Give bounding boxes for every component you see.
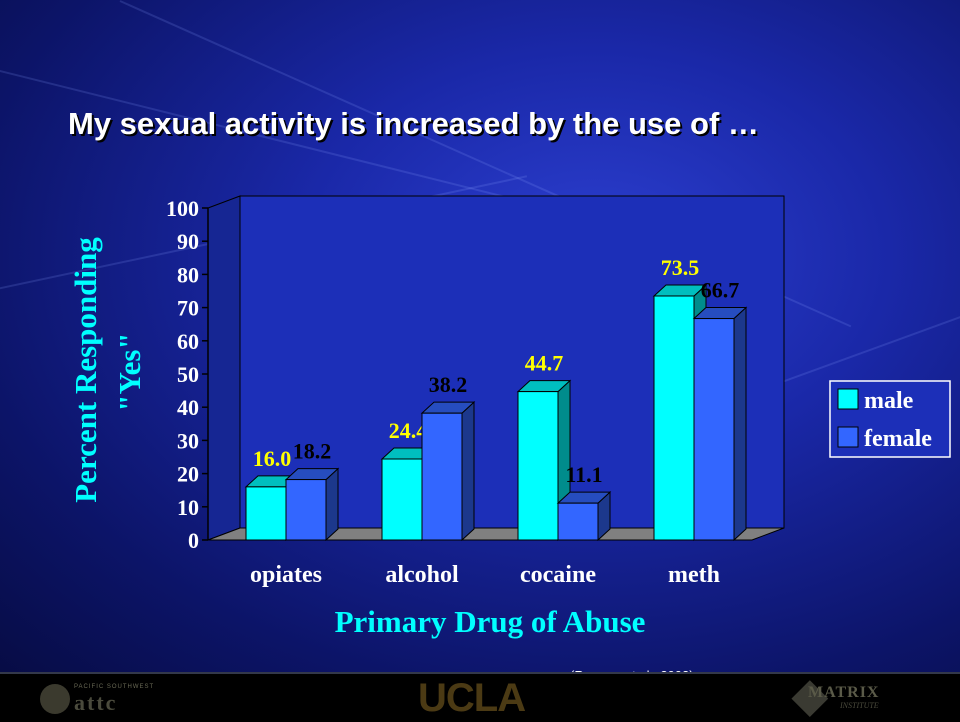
bar-female-alcohol	[421, 412, 463, 541]
legend-label-female: female	[864, 426, 932, 452]
bar-chart: 0 10 20 30 40 50 60 70 80 90 100 16.0 18.2 opiates 24.…	[68, 195, 951, 639]
attc-logo: PACIFIC SOUTHWEST attc	[40, 682, 160, 715]
y-tick-label: 70	[177, 296, 199, 321]
bar-side-female-alcohol	[461, 401, 475, 542]
y-tick-label: 40	[177, 395, 199, 420]
attc-logo-small-text: PACIFIC SOUTHWEST	[74, 684, 155, 690]
y-tick-label: 0	[188, 528, 199, 553]
y-tick-label: 60	[177, 329, 199, 354]
bar-male-opiates	[245, 486, 287, 541]
data-label-female-opiates: 18.2	[293, 439, 332, 464]
y-tick-label: 30	[177, 428, 199, 453]
bar-side-female-meth	[733, 306, 747, 542]
legend-label-male: male	[864, 388, 914, 414]
data-label-male-meth: 73.5	[661, 255, 700, 280]
y-tick-label: 100	[166, 196, 199, 221]
legend-swatch-male	[837, 388, 859, 410]
bar-male-alcohol	[381, 458, 423, 541]
data-label-female-cocaine: 11.1	[565, 462, 602, 487]
bar-female-opiates	[285, 479, 327, 541]
bar-male-cocaine	[517, 391, 559, 541]
attc-logo-word: attc	[74, 690, 118, 715]
data-label-male-cocaine: 44.7	[525, 351, 564, 376]
slide-background: My sexual activity is increased by the u…	[0, 0, 960, 672]
y-tick-label: 10	[177, 495, 199, 520]
x-tick-label-alcohol: alcohol	[385, 562, 459, 588]
bar-side-female-opiates	[325, 467, 339, 542]
attc-logo-icon	[40, 684, 70, 714]
y-tick-label: 50	[177, 362, 199, 387]
data-label-female-alcohol: 38.2	[429, 372, 468, 397]
x-tick-label-cocaine: cocaine	[520, 562, 596, 588]
footer-bar: PACIFIC SOUTHWEST attc UCLA MATRIX INSTI…	[0, 672, 960, 722]
y-axis-title-line-2: "Yes"	[112, 332, 147, 411]
data-label-male-alcohol: 24.4	[389, 418, 428, 443]
data-label-male-opiates: 16.0	[253, 446, 292, 471]
y-axis-title-line-1: Percent Responding	[68, 237, 103, 503]
y-tick-label: 20	[177, 462, 199, 487]
bar-male-meth	[653, 295, 695, 541]
legend-swatch-female	[837, 426, 859, 448]
x-tick-label-meth: meth	[668, 562, 720, 588]
y-tick-label: 90	[177, 229, 199, 254]
slide-title: My sexual activity is increased by the u…	[68, 106, 759, 141]
y-tick-label: 80	[177, 262, 199, 287]
chart-side-wall	[207, 195, 241, 541]
x-tick-label-opiates: opiates	[250, 562, 322, 588]
data-label-female-meth: 66.7	[701, 278, 740, 303]
x-axis-title: Primary Drug of Abuse	[335, 604, 646, 639]
matrix-logo-word: MATRIX	[808, 684, 880, 701]
matrix-logo: MATRIX INSTITUTE	[791, 680, 898, 718]
bar-female-meth	[693, 318, 735, 541]
matrix-logo-sub: INSTITUTE	[840, 701, 879, 710]
bar-female-cocaine	[557, 502, 599, 541]
ucla-logo: UCLA	[418, 676, 526, 720]
